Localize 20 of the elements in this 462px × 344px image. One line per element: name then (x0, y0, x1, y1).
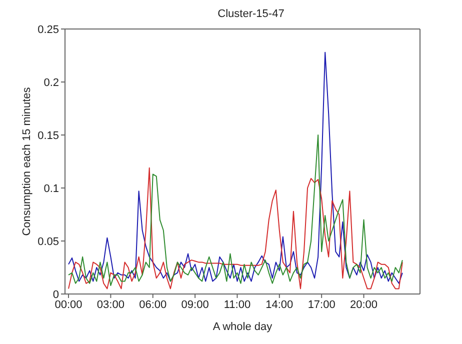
chart-title: Cluster-15-47 (216, 8, 286, 20)
line-series (68, 52, 403, 284)
x-tick-label: 20:00 (350, 298, 378, 311)
y-tick-label: 0.2 (44, 76, 59, 89)
y-tick-label: 0.15 (38, 130, 59, 142)
x-tick-label: 09:00 (181, 298, 209, 311)
x-tick-label: 03:00 (96, 298, 124, 311)
x-axis-title: A whole day (212, 321, 273, 333)
x-tick-label: 00:00 (54, 298, 82, 311)
y-tick-label: 0.25 (38, 24, 59, 36)
y-tick-label: 0.05 (38, 236, 59, 248)
line-series (68, 167, 403, 290)
x-tick-label: 17:00 (308, 298, 336, 311)
x-tick-label: 14:00 (266, 298, 294, 311)
y-axis-title: Consumption each 15 minutes (20, 86, 33, 236)
x-tick-label: 11:00 (224, 298, 251, 311)
y-tick-label: 0 (52, 288, 59, 301)
y-tick-label: 0.1 (44, 182, 59, 195)
x-tick-label: 06:00 (139, 298, 167, 311)
line-series (68, 134, 403, 286)
